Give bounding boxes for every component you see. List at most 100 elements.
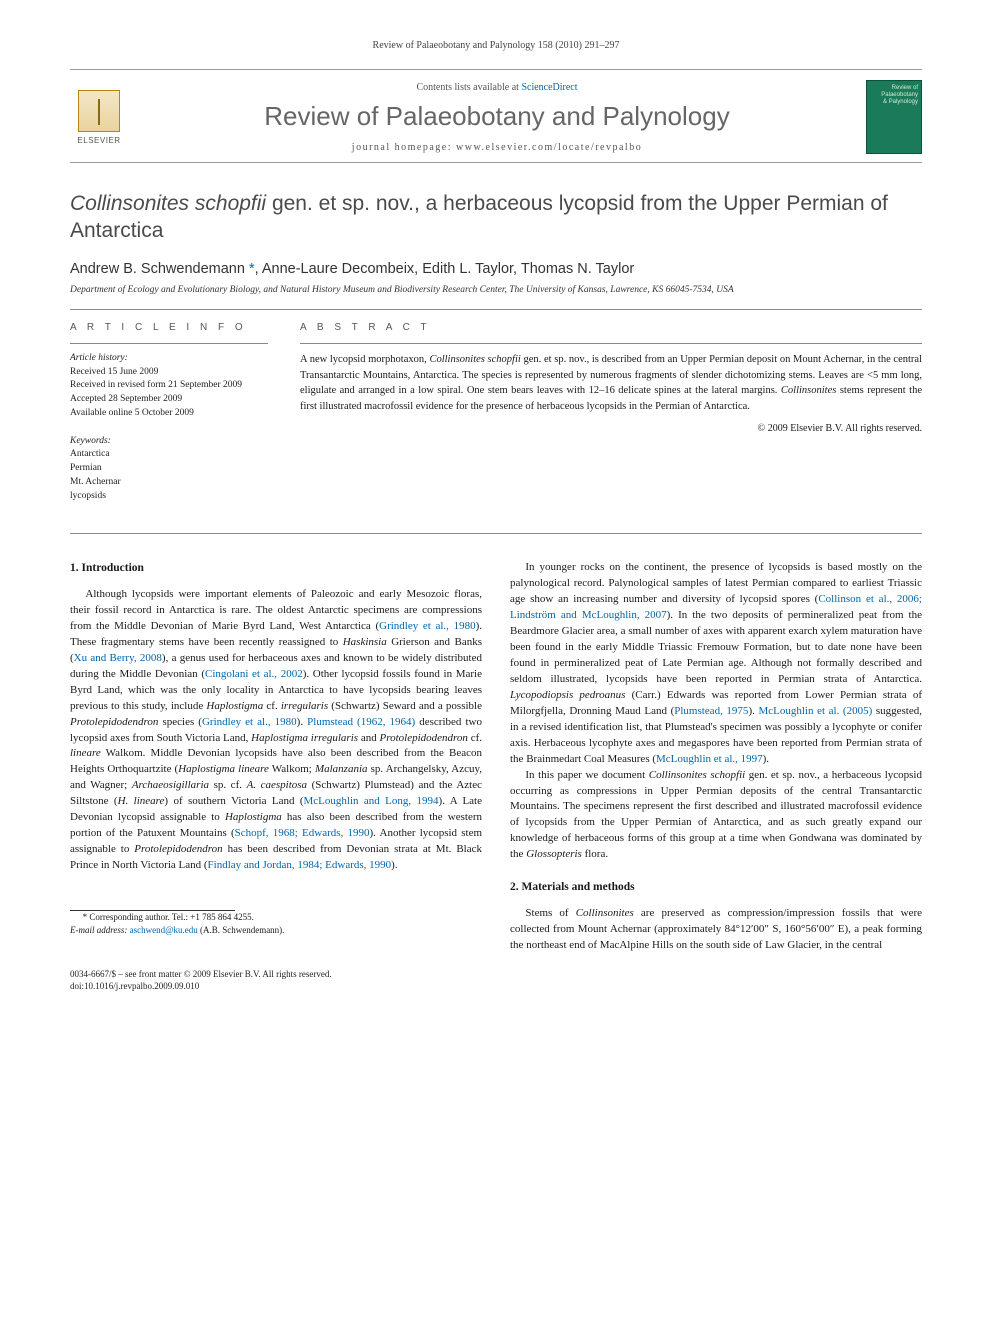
history-online: Available online 5 October 2009 [70, 407, 268, 421]
p1-t11: and [358, 732, 379, 744]
p1-c1[interactable]: Grindley et al., 1980 [379, 620, 475, 632]
footer-doi: doi:10.1016/j.revpalbo.2009.09.010 [70, 980, 922, 993]
keywords-head: Keywords: [70, 435, 268, 449]
history-accepted: Accepted 28 September 2009 [70, 393, 268, 407]
p1-c6[interactable]: McLoughlin and Long, 1994 [304, 795, 439, 807]
p3-t1: In this paper we document [525, 769, 648, 781]
history-received: Received 15 June 2009 [70, 366, 268, 380]
section-2-head: 2. Materials and methods [510, 879, 922, 896]
journal-homepage: journal homepage: www.elsevier.com/locat… [142, 142, 852, 153]
p3-i1: Collinsonites schopfii [649, 769, 745, 781]
p1-i1: Haskinsia [343, 636, 387, 648]
journal-cover-thumb: Review of Palaeobotany & Palynology [866, 80, 922, 154]
elsevier-name: ELSEVIER [77, 136, 120, 145]
p1-i12: H. lineare [118, 795, 165, 807]
p1-c7[interactable]: Schopf, 1968; Edwards, 1990 [235, 827, 370, 839]
footer-line1: 0034-6667/$ – see front matter © 2009 El… [70, 968, 922, 981]
p1-t7: (Schwartz) Seward and a possible [328, 700, 482, 712]
footnote-line1: Corresponding author. Tel.: +1 785 864 4… [87, 912, 254, 922]
running-head: Review of Palaeobotany and Palynology 15… [70, 40, 922, 51]
keyword-2: Permian [70, 462, 268, 476]
p1-i10: Archaeosigillaria [132, 779, 209, 791]
elsevier-logo: ELSEVIER [70, 83, 128, 151]
p1-i9: Malanzania [315, 763, 368, 775]
p2-c2[interactable]: Plumstead, 1975 [674, 705, 748, 717]
cover-line3: & Palynology [870, 99, 918, 106]
para-4: Stems of Collinsonites are preserved as … [510, 906, 922, 954]
abstract-column: A B S T R A C T A new lycopsid morphotax… [300, 322, 922, 518]
p1-t9: ). [297, 716, 307, 728]
p3-i2: Glossopteris [526, 848, 582, 860]
article-title: Collinsonites schopfii gen. et sp. nov.,… [70, 191, 922, 245]
title-italic: Collinsonites schopfii [70, 192, 266, 215]
section-1-head: 1. Introduction [70, 560, 482, 577]
body-columns: 1. Introduction Although lycopsids were … [70, 560, 922, 953]
p4-t1: Stems of [525, 907, 575, 919]
history-revised: Received in revised form 21 September 20… [70, 379, 268, 393]
p2-c3[interactable]: McLoughlin et al. (2005) [758, 705, 872, 717]
contents-line: Contents lists available at ScienceDirec… [142, 82, 852, 93]
p1-t12: cf. [468, 732, 482, 744]
p1-t16: sp. cf. [209, 779, 247, 791]
para-1: Although lycopsids were important elemen… [70, 587, 482, 874]
p1-i4: Protolepidodendron [70, 716, 158, 728]
p1-i6: Protolepidodendron [380, 732, 468, 744]
p1-t8: species ( [158, 716, 202, 728]
p1-t18: ) of southern Victoria Land ( [164, 795, 303, 807]
abs-i2: Collinsonites [781, 385, 836, 396]
keyword-4: lycopsids [70, 490, 268, 504]
p1-t14: Walkom; [269, 763, 315, 775]
abstract-label: A B S T R A C T [300, 322, 922, 333]
author-list: Andrew B. Schwendemann *, Anne-Laure Dec… [70, 261, 922, 277]
p1-i14: Protolepidodendron [134, 843, 222, 855]
abstract-text: A new lycopsid morphotaxon, Collinsonite… [300, 352, 922, 415]
article-info-label: A R T I C L E I N F O [70, 322, 268, 333]
footnote-email-after: (A.B. Schwendemann). [198, 925, 285, 935]
p1-t6: cf. [263, 700, 281, 712]
abs-i1: Collinsonites schopfii [429, 354, 520, 365]
p1-c5[interactable]: Plumstead (1962, 1964) [307, 716, 415, 728]
info-rule [70, 343, 268, 344]
p1-i7: lineare [70, 747, 101, 759]
authors-rest: , Anne-Laure Decombeix, Edith L. Taylor,… [255, 261, 635, 277]
cover-line2: Palaeobotany [870, 92, 918, 99]
masthead-center: Contents lists available at ScienceDirec… [142, 82, 852, 153]
p3-t2: gen. et sp. nov., a herbaceous lycopsid … [510, 769, 922, 861]
footnote-email-label: E-mail address: [70, 925, 130, 935]
corresponding-footnote: * Corresponding author. Tel.: +1 785 864… [70, 911, 482, 936]
p1-i5: Haplostigma irregularis [251, 732, 358, 744]
p1-i13: Haplostigma [225, 811, 282, 823]
rule-bottom [70, 533, 922, 534]
homepage-prefix: journal homepage: [352, 142, 456, 153]
p1-i11: A. caespitosa [247, 779, 307, 791]
abstract-copyright: © 2009 Elsevier B.V. All rights reserved… [300, 423, 922, 434]
p2-t6: ). [763, 753, 769, 765]
article-history: Article history: Received 15 June 2009 R… [70, 352, 268, 421]
p1-c4[interactable]: Grindley et al., 1980 [202, 716, 297, 728]
article-info-column: A R T I C L E I N F O Article history: R… [70, 322, 268, 518]
keyword-3: Mt. Achernar [70, 476, 268, 490]
elsevier-tree-icon [78, 90, 120, 132]
p2-c4[interactable]: McLoughlin et al., 1997 [656, 753, 763, 765]
abs-t1: A new lycopsid morphotaxon, [300, 354, 429, 365]
masthead: ELSEVIER Contents lists available at Sci… [70, 69, 922, 163]
p1-i3: irregularis [281, 700, 328, 712]
cover-line1: Review of [870, 85, 918, 92]
keyword-1: Antarctica [70, 448, 268, 462]
p3-t3: flora. [582, 848, 608, 860]
keywords-block: Keywords: Antarctica Permian Mt. Acherna… [70, 435, 268, 504]
p1-c3[interactable]: Cingolani et al., 2002 [205, 668, 303, 680]
info-abstract-row: A R T I C L E I N F O Article history: R… [70, 310, 922, 534]
abstract-rule [300, 343, 922, 344]
p1-i8: Haplostigma lineare [178, 763, 269, 775]
contents-prefix: Contents lists available at [416, 82, 521, 93]
p1-c2[interactable]: Xu and Berry, 2008 [74, 652, 162, 664]
para-2: In younger rocks on the continent, the p… [510, 560, 922, 767]
p2-i1: Lycopodiopsis pedroanus [510, 689, 625, 701]
sciencedirect-link[interactable]: ScienceDirect [521, 82, 577, 93]
para-3: In this paper we document Collinsonites … [510, 768, 922, 864]
p1-i2: Haplostigma [206, 700, 263, 712]
p1-c8[interactable]: Findlay and Jordan, 1984; Edwards, 1990 [208, 859, 392, 871]
page-footer: 0034-6667/$ – see front matter © 2009 El… [70, 968, 922, 993]
footnote-email[interactable]: aschwend@ku.edu [130, 925, 198, 935]
